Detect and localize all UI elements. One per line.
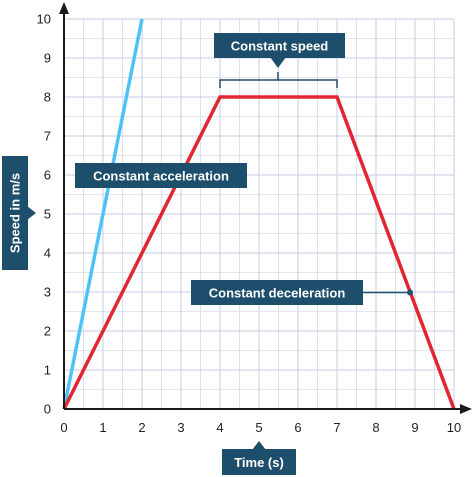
constant-acceleration-annotation: Constant acceleration xyxy=(75,163,247,188)
y-tick-label: 0 xyxy=(44,402,51,417)
axes xyxy=(59,2,472,414)
y-tick-label: 3 xyxy=(44,285,51,300)
y-axis-title: Speed in m/s xyxy=(2,156,36,270)
y-tick-label: 2 xyxy=(44,324,51,339)
x-tick-label: 6 xyxy=(294,420,301,435)
y-tick-label: 8 xyxy=(44,90,51,105)
x-tick-label: 0 xyxy=(60,420,67,435)
x-tick-label: 7 xyxy=(333,420,340,435)
constant-acceleration-label: Constant acceleration xyxy=(93,169,229,184)
grid xyxy=(63,18,455,410)
constant-deceleration-annotation: Constant deceleration xyxy=(191,280,413,305)
x-axis-title: Time (s) xyxy=(222,441,296,475)
constant-speed-bracket xyxy=(219,72,338,88)
x-tick-label: 5 xyxy=(255,420,262,435)
x-tick-label: 2 xyxy=(138,420,145,435)
constant-speed-annotation: Constant speed xyxy=(214,33,345,88)
series-lines xyxy=(62,18,456,410)
constant-deceleration-marker xyxy=(407,289,413,296)
y-tick-label: 4 xyxy=(44,246,51,261)
y-tick-label: 7 xyxy=(44,129,51,144)
x-tick-label: 9 xyxy=(411,420,418,435)
constant-speed-label: Constant speed xyxy=(231,39,329,54)
y-tick-label: 5 xyxy=(44,207,51,222)
y-tick-label: 9 xyxy=(44,51,51,66)
x-tick-label: 1 xyxy=(99,420,106,435)
y-tick-label: 6 xyxy=(44,168,51,183)
y-tick-label: 10 xyxy=(37,12,51,27)
x-tick-label: 10 xyxy=(447,420,461,435)
blue-series-line xyxy=(62,18,144,410)
x-axis-arrow xyxy=(460,404,472,414)
x-axis-label: Time (s) xyxy=(234,455,284,470)
x-tick-label: 4 xyxy=(216,420,223,435)
x-tick-label: 3 xyxy=(177,420,184,435)
x-tick-label: 8 xyxy=(372,420,379,435)
red-series-line xyxy=(62,95,456,410)
y-tick-labels: 0 1 2 3 4 5 6 7 8 9 10 xyxy=(37,12,51,417)
constant-deceleration-label: Constant deceleration xyxy=(209,286,346,301)
x-tick-labels: 0 1 2 3 4 5 6 7 8 9 10 xyxy=(60,420,461,435)
y-axis-arrow xyxy=(59,2,69,14)
y-axis-label: Speed in m/s xyxy=(8,173,23,253)
y-tick-label: 1 xyxy=(44,363,51,378)
